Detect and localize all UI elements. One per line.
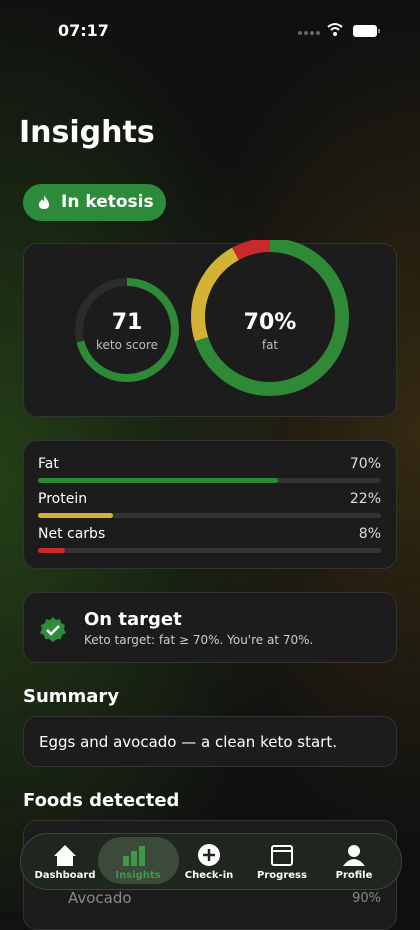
macro-arc — [191, 240, 349, 396]
food-name: Avocado — [68, 889, 132, 907]
tab[interactable]: Profile — [335, 870, 373, 881]
target-card: On target Keto target: fat ≥ 70%. You're… — [23, 592, 397, 663]
macro-label: 8% — [358, 526, 381, 542]
page-title: Insights — [19, 115, 155, 150]
time: 07:17 — [58, 21, 109, 40]
macros-card — [23, 440, 397, 569]
tab[interactable]: Dashboard — [34, 870, 96, 881]
fat-label: fat — [261, 338, 279, 352]
summary-heading: Summary — [23, 686, 120, 707]
status-icons — [298, 23, 380, 37]
foods-heading: Foods detected — [23, 790, 180, 811]
bar — [38, 478, 279, 483]
score-value: 71 — [111, 310, 143, 335]
badge-text: In ketosis — [61, 192, 154, 212]
macro-label: 70% — [349, 456, 381, 472]
fat-value: 70% — [243, 310, 297, 335]
target-text: Keto target: fat ≥ 70%. You're at 70%. — [84, 633, 314, 647]
tab[interactable]: Progress — [257, 870, 307, 881]
macro-arc — [191, 240, 349, 396]
summary-card: Eggs and avocado — a clean keto start. — [23, 716, 397, 767]
bar-track — [38, 513, 381, 518]
summary-text: Eggs and avocado — a clean keto start. — [39, 733, 337, 751]
score-arc — [75, 278, 179, 382]
tab[interactable]: Check-in — [184, 870, 234, 881]
tab-highlight — [98, 837, 179, 884]
rings — [75, 240, 349, 396]
macro-name: Net carbs — [38, 526, 106, 542]
macro-name: Protein — [38, 491, 88, 507]
score-label: keto score — [95, 338, 158, 352]
bar — [38, 513, 114, 518]
macro-name: Fat — [38, 456, 59, 472]
status-badge: In ketosis — [23, 184, 166, 221]
food-label: 90% — [352, 891, 381, 906]
bar-track — [38, 548, 381, 553]
tab-icons — [54, 844, 365, 866]
bar — [38, 548, 66, 553]
macro-label: 22% — [349, 491, 381, 507]
target-title: On target — [84, 609, 182, 630]
tab[interactable]: Insights — [115, 870, 161, 881]
